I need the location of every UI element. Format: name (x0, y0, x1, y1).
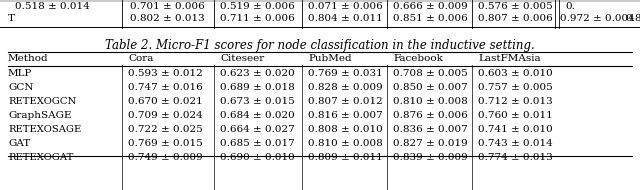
Text: 0.708 ± 0.005: 0.708 ± 0.005 (393, 69, 468, 78)
Text: GraphSAGE: GraphSAGE (8, 111, 72, 120)
Text: 0.623 ± 0.020: 0.623 ± 0.020 (220, 69, 295, 78)
Text: 0.807 ± 0.012: 0.807 ± 0.012 (308, 97, 383, 106)
Text: 0.802 ± 0.013: 0.802 ± 0.013 (130, 14, 205, 23)
Text: Facebook: Facebook (393, 54, 443, 63)
Text: RETEXOGAT: RETEXOGAT (8, 153, 74, 162)
Text: 0.809 ± 0.011: 0.809 ± 0.011 (308, 153, 383, 162)
Text: 0.701 ± 0.006: 0.701 ± 0.006 (130, 2, 205, 11)
Text: 0.712 ± 0.013: 0.712 ± 0.013 (478, 97, 553, 106)
Text: 0.8: 0.8 (625, 14, 640, 23)
Text: 0.760 ± 0.011: 0.760 ± 0.011 (478, 111, 553, 120)
Text: 0.804 ± 0.011: 0.804 ± 0.011 (308, 14, 383, 23)
Text: 0.603 ± 0.010: 0.603 ± 0.010 (478, 69, 553, 78)
Text: LastFMAsia: LastFMAsia (478, 54, 541, 63)
Text: 0.685 ± 0.017: 0.685 ± 0.017 (220, 139, 295, 148)
Text: Cora: Cora (128, 54, 154, 63)
Text: 0.670 ± 0.021: 0.670 ± 0.021 (128, 97, 203, 106)
Text: 0.827 ± 0.019: 0.827 ± 0.019 (393, 139, 468, 148)
Text: Table 2. Micro-F1 scores for node classification in the inductive setting.: Table 2. Micro-F1 scores for node classi… (105, 39, 535, 52)
Text: Citeseer: Citeseer (220, 54, 264, 63)
Text: 0.757 ± 0.005: 0.757 ± 0.005 (478, 83, 553, 92)
Text: 0.576 ± 0.005: 0.576 ± 0.005 (478, 2, 553, 11)
Text: 0.519 ± 0.006: 0.519 ± 0.006 (220, 2, 295, 11)
Text: 0.810 ± 0.008: 0.810 ± 0.008 (308, 139, 383, 148)
Text: 0.810 ± 0.008: 0.810 ± 0.008 (393, 97, 468, 106)
Text: 0.807 ± 0.006: 0.807 ± 0.006 (478, 14, 553, 23)
Text: 0.709 ± 0.024: 0.709 ± 0.024 (128, 111, 203, 120)
Text: 0.816 ± 0.007: 0.816 ± 0.007 (308, 111, 383, 120)
Text: Method: Method (8, 54, 49, 63)
Text: 0.690 ± 0.010: 0.690 ± 0.010 (220, 153, 295, 162)
Text: GAT: GAT (8, 139, 30, 148)
Text: RETEXOGCN: RETEXOGCN (8, 97, 76, 106)
Text: 0.684 ± 0.020: 0.684 ± 0.020 (220, 111, 295, 120)
Text: 0.743 ± 0.014: 0.743 ± 0.014 (478, 139, 553, 148)
Text: 0.836 ± 0.007: 0.836 ± 0.007 (393, 125, 468, 134)
Text: RETEXOSAGE: RETEXOSAGE (8, 125, 81, 134)
Text: 0.839 ± 0.009: 0.839 ± 0.009 (393, 153, 468, 162)
Text: 0.664 ± 0.027: 0.664 ± 0.027 (220, 125, 295, 134)
Text: GCN: GCN (8, 83, 33, 92)
Text: 0.828 ± 0.009: 0.828 ± 0.009 (308, 83, 383, 92)
Text: 0.876 ± 0.006: 0.876 ± 0.006 (393, 111, 468, 120)
Text: 0.518 ± 0.014: 0.518 ± 0.014 (15, 2, 90, 11)
Text: 0.071 ± 0.006: 0.071 ± 0.006 (308, 2, 383, 11)
Text: 0.769 ± 0.015: 0.769 ± 0.015 (128, 139, 203, 148)
Text: 0.749 ± 0.009: 0.749 ± 0.009 (128, 153, 203, 162)
Text: 0.851 ± 0.006: 0.851 ± 0.006 (393, 14, 468, 23)
Text: T: T (8, 14, 15, 23)
Text: 0.673 ± 0.015: 0.673 ± 0.015 (220, 97, 295, 106)
Text: 0.741 ± 0.010: 0.741 ± 0.010 (478, 125, 553, 134)
Text: 0.850 ± 0.007: 0.850 ± 0.007 (393, 83, 468, 92)
Text: 0.711 ± 0.006: 0.711 ± 0.006 (220, 14, 295, 23)
Text: 0.722 ± 0.025: 0.722 ± 0.025 (128, 125, 203, 134)
Text: 0.: 0. (565, 2, 575, 11)
Text: 0.747 ± 0.016: 0.747 ± 0.016 (128, 83, 203, 92)
Text: 0.774 ± 0.013: 0.774 ± 0.013 (478, 153, 553, 162)
Text: 0.769 ± 0.031: 0.769 ± 0.031 (308, 69, 383, 78)
Text: 0.593 ± 0.012: 0.593 ± 0.012 (128, 69, 203, 78)
Text: 0.666 ± 0.009: 0.666 ± 0.009 (393, 2, 468, 11)
Text: MLP: MLP (8, 69, 33, 78)
Text: PubMed: PubMed (308, 54, 351, 63)
Text: 0.972 ± 0.004: 0.972 ± 0.004 (560, 14, 635, 23)
Text: 0.808 ± 0.010: 0.808 ± 0.010 (308, 125, 383, 134)
Text: 0.689 ± 0.018: 0.689 ± 0.018 (220, 83, 295, 92)
